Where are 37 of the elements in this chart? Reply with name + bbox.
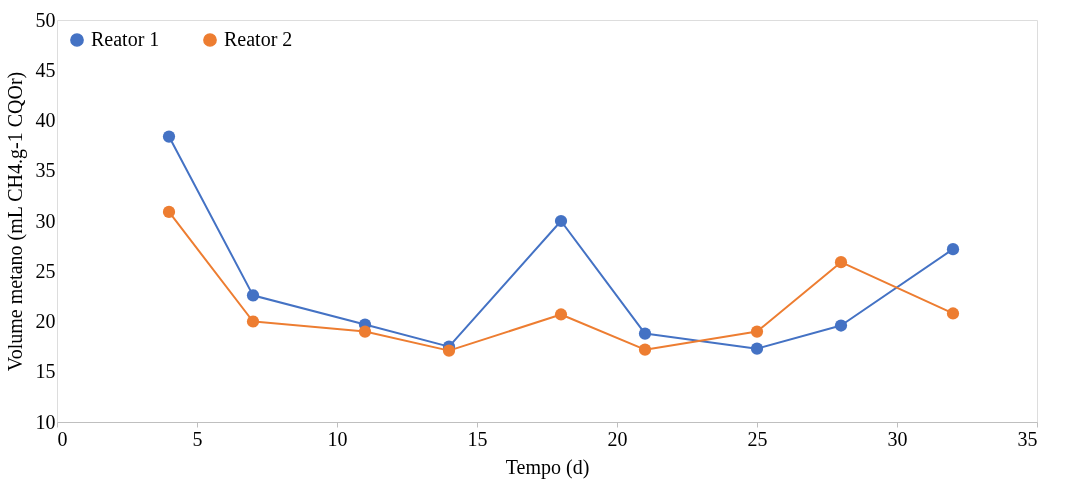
point — [750, 342, 764, 355]
point — [442, 344, 456, 357]
y-axis-title: Volume metano (mL CH4.g-1 CQOr) — [3, 71, 27, 372]
y-tick-label: 25 — [35, 259, 56, 282]
point — [162, 205, 176, 219]
point — [638, 327, 652, 340]
x-tick-label: 15 — [467, 427, 488, 450]
x-tick-label: 20 — [607, 427, 628, 450]
point — [358, 325, 372, 338]
point — [946, 307, 960, 320]
point — [162, 130, 176, 143]
point — [834, 256, 848, 269]
point — [834, 319, 848, 332]
x-tick-label: 5 — [192, 427, 203, 450]
y-tick-label: 40 — [35, 109, 56, 131]
x-tick-label: 0 — [57, 427, 68, 450]
point — [554, 214, 568, 228]
point — [554, 308, 568, 321]
y-tick-label: 20 — [35, 310, 56, 332]
y-tick-label: 30 — [35, 209, 56, 232]
point — [750, 325, 764, 338]
point — [946, 243, 960, 256]
x-tick-label: 25 — [747, 427, 768, 450]
legend-label: Reator 1 — [91, 28, 160, 50]
point — [246, 289, 260, 302]
x-tick-label: 35 — [1017, 427, 1038, 450]
y-tick-label: 35 — [35, 159, 56, 182]
point — [246, 315, 260, 328]
point — [638, 343, 652, 356]
y-tick-label: 50 — [35, 8, 56, 31]
y-tick-label: 15 — [35, 360, 56, 383]
y-tick-label: 45 — [35, 58, 56, 81]
x-axis-title: Tempo (d) — [505, 455, 590, 479]
x-tick-label: 30 — [887, 427, 908, 450]
legend-label: Reator 2 — [224, 28, 293, 50]
x-tick-label: 10 — [327, 427, 348, 450]
y-tick-label: 10 — [35, 410, 56, 433]
